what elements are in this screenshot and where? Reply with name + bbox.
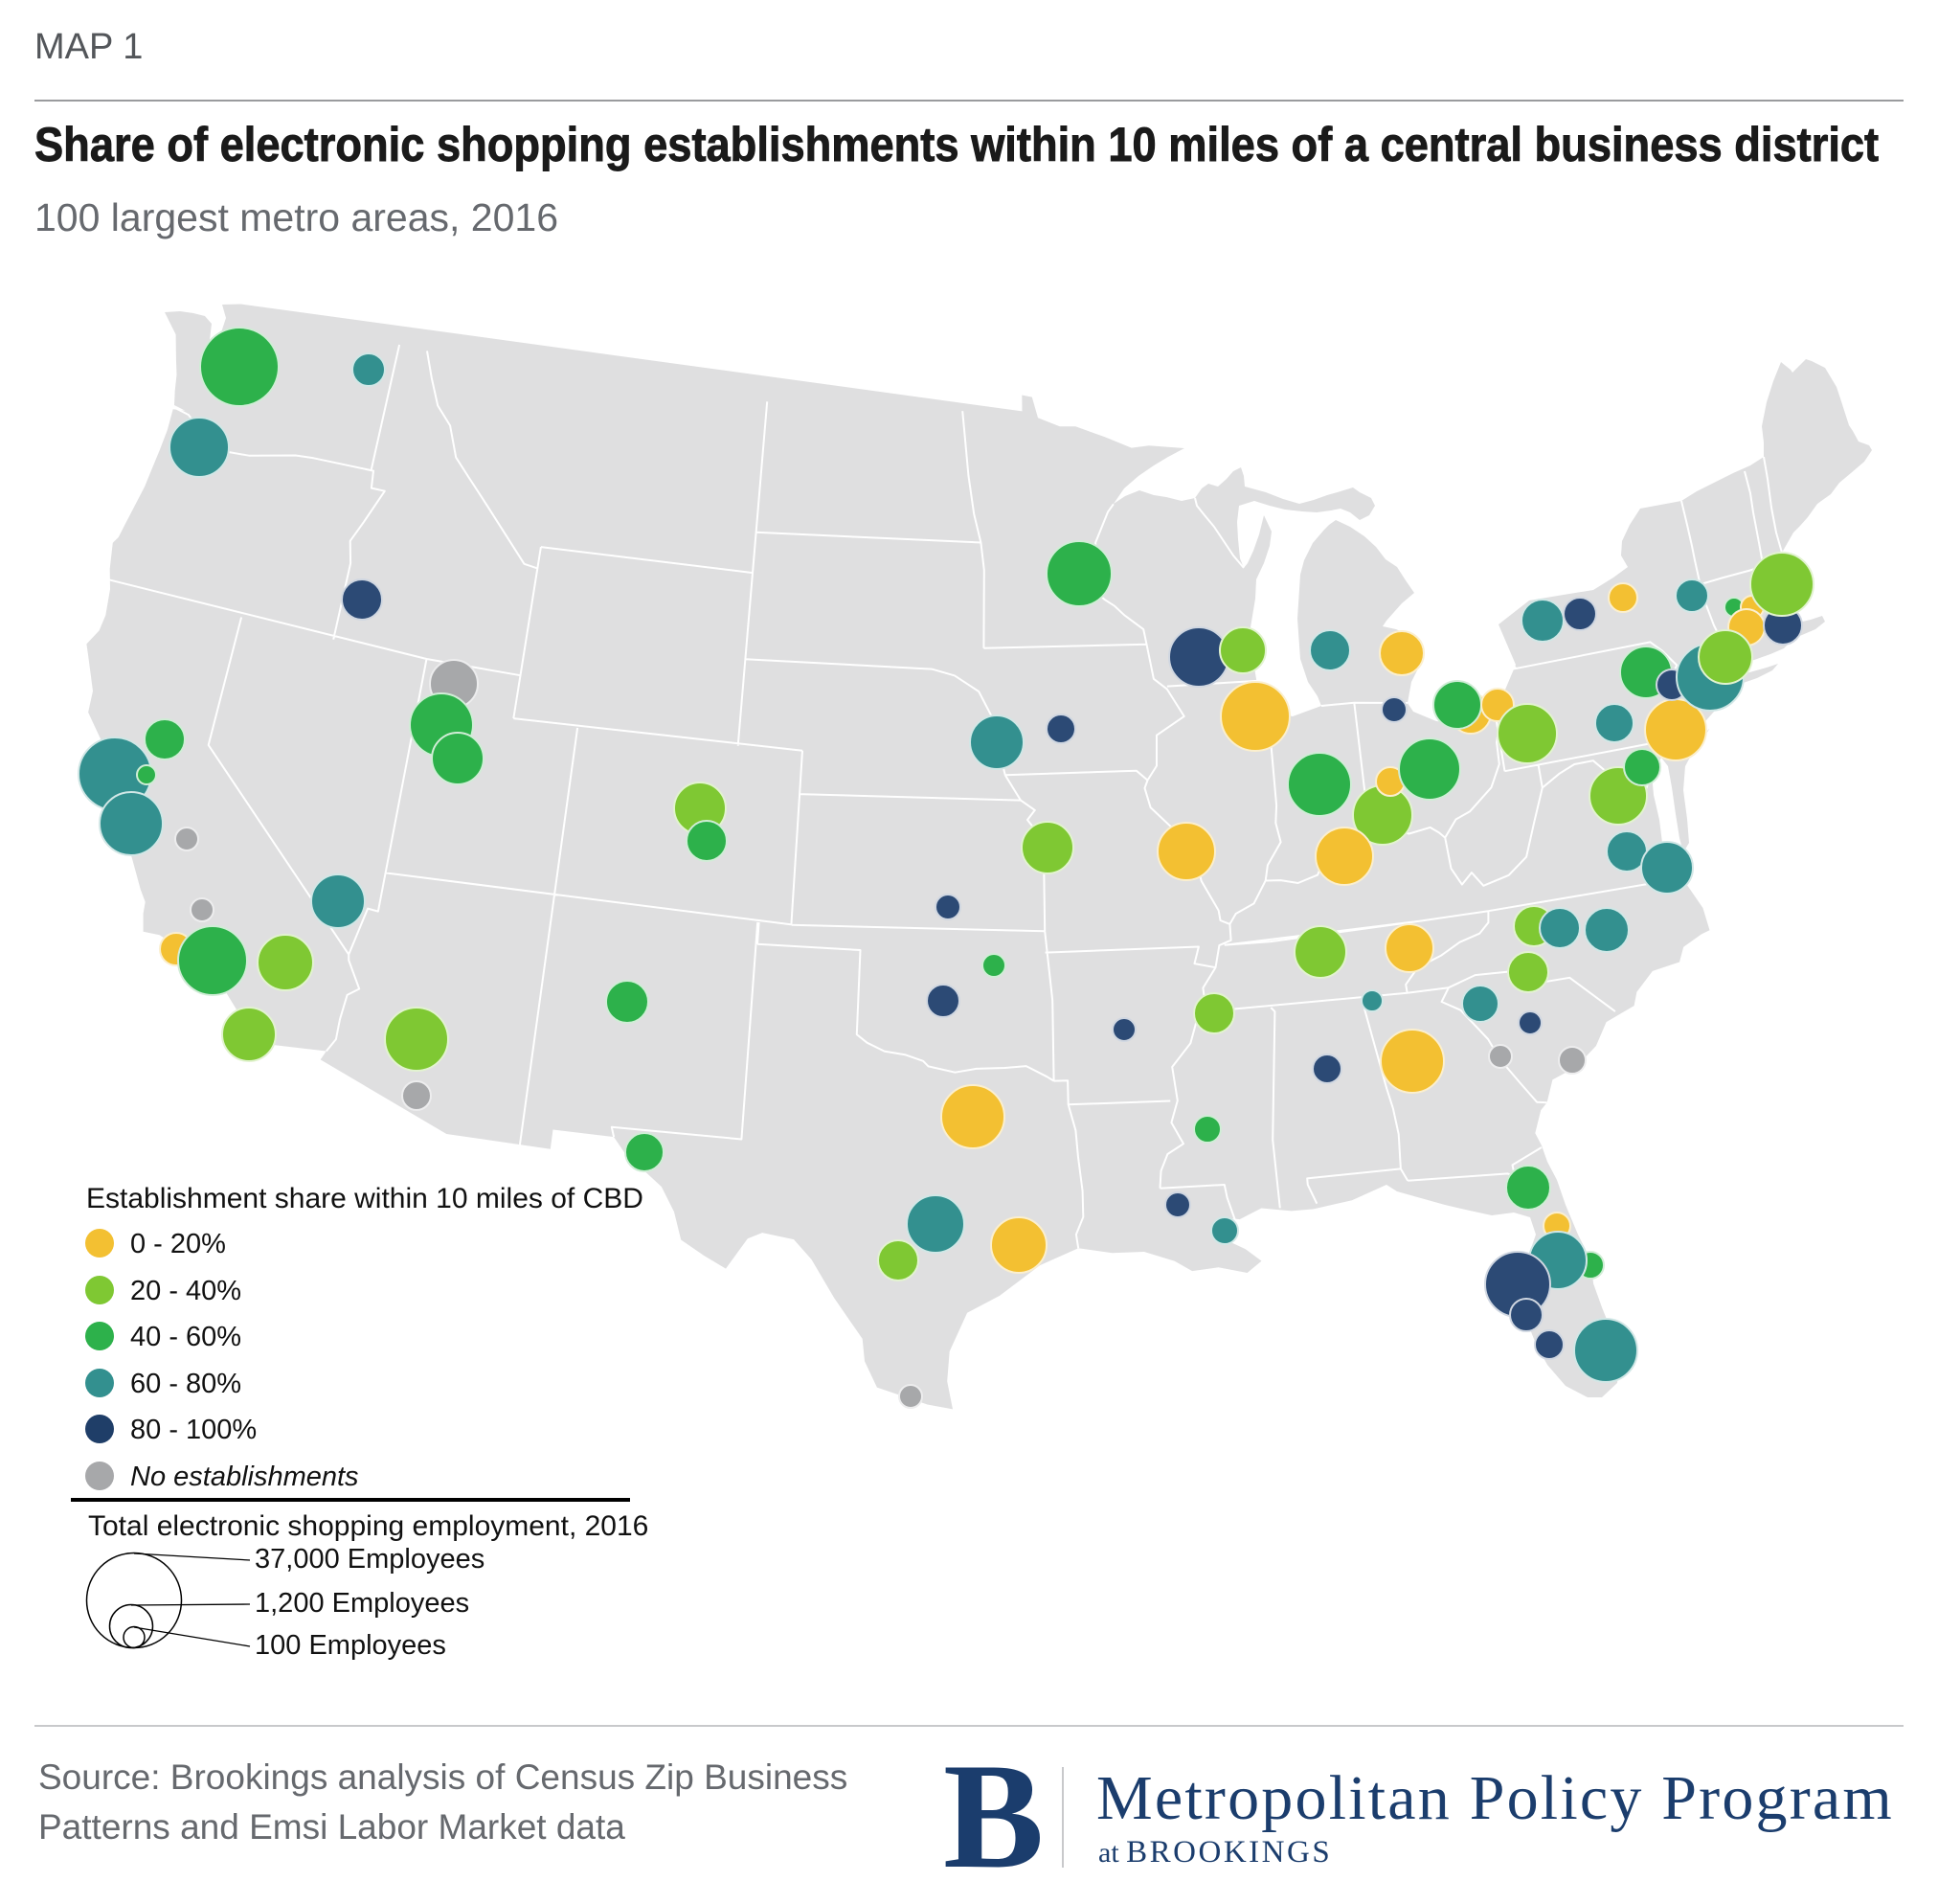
- svg-text:37,000 Employees: 37,000 Employees: [255, 1544, 484, 1575]
- svg-text:Establishment share within 10: Establishment share within 10 miles of C…: [86, 1183, 643, 1214]
- svg-text:1,200 Employees: 1,200 Employees: [255, 1588, 469, 1619]
- svg-text:100 Employees: 100 Employees: [255, 1630, 446, 1661]
- svg-text:40 - 60%: 40 - 60%: [130, 1322, 241, 1352]
- svg-text:0 - 20%: 0 - 20%: [130, 1229, 226, 1259]
- svg-text:No establishments: No establishments: [130, 1462, 359, 1492]
- svg-text:60 - 80%: 60 - 80%: [130, 1369, 241, 1399]
- svg-text:Total electronic shopping empl: Total electronic shopping employment, 20…: [88, 1510, 648, 1542]
- svg-text:80 - 100%: 80 - 100%: [130, 1415, 257, 1445]
- svg-text:20 - 40%: 20 - 40%: [130, 1276, 241, 1306]
